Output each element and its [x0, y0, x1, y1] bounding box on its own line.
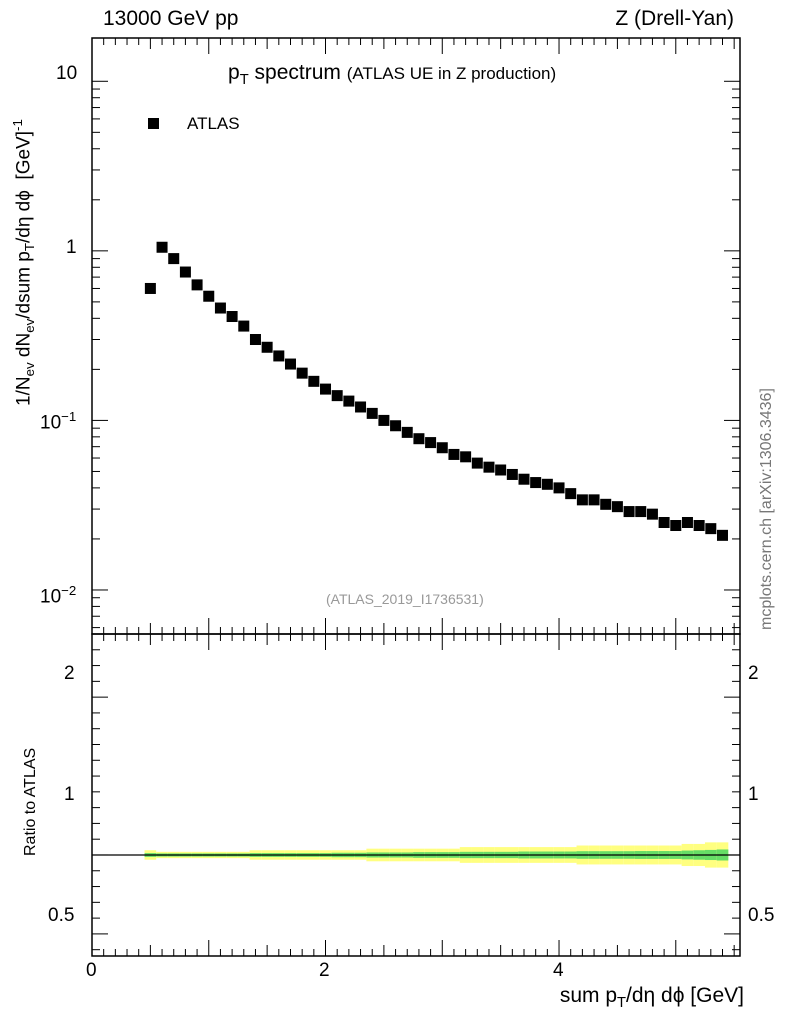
data-point: [518, 473, 530, 485]
data-point: [156, 241, 168, 253]
data-point: [284, 358, 296, 370]
data-point: [530, 477, 542, 489]
ratio-axis-ticks: [91, 634, 740, 956]
data-point: [565, 488, 577, 500]
data-markers: [144, 241, 728, 541]
x-axis-label: sum pT/dη dϕ [GeV]: [559, 984, 744, 1012]
xtick-label-4: 4: [553, 960, 564, 981]
data-point: [588, 494, 600, 506]
data-point: [378, 414, 390, 426]
data-point: [600, 498, 612, 510]
ytick-label-0p01: 10−2: [40, 583, 77, 608]
ratio-ytick-1-right: 1: [748, 784, 759, 805]
data-point: [308, 375, 320, 387]
data-point: [320, 383, 332, 395]
data-point: [191, 279, 203, 291]
ratio-ytick-1-left: 1: [64, 784, 75, 805]
data-point: [541, 478, 553, 490]
data-point: [611, 501, 623, 513]
analysis-tag: (ATLAS_2019_I1736531): [326, 591, 484, 607]
data-point: [261, 341, 273, 353]
y-axis-label: 1/Nev dNev/dsum pT/dη dϕ [GeV]-1: [10, 119, 38, 406]
legend-label: ATLAS: [187, 114, 240, 133]
data-point: [214, 302, 226, 314]
ytick-label-0p1: 10−1: [40, 409, 77, 434]
header-right: Z (Drell-Yan): [615, 7, 734, 30]
data-point: [355, 401, 367, 413]
data-point: [203, 290, 215, 302]
data-point: [179, 266, 191, 278]
data-point: [249, 334, 261, 346]
ratio-ytick-2-right: 2: [748, 663, 759, 684]
ytick-label-1: 1: [66, 237, 77, 258]
data-point: [681, 516, 693, 528]
data-point: [495, 464, 507, 476]
data-point: [658, 516, 670, 528]
data-point: [144, 282, 156, 294]
title-pt-symbol: pT: [228, 61, 249, 89]
data-point: [483, 461, 495, 473]
ratio-ytick-0p5-right: 0.5: [748, 905, 775, 926]
data-point: [436, 442, 448, 454]
data-point: [273, 350, 285, 362]
legend-marker: [148, 118, 159, 129]
data-point: [331, 390, 343, 402]
data-point: [448, 448, 460, 460]
header-left: 13000 GeV pp: [103, 7, 239, 30]
title-sub: (ATLAS UE in Z production): [346, 64, 557, 83]
data-point: [366, 407, 378, 419]
data-point: [716, 529, 728, 541]
xtick-label-2: 2: [319, 960, 330, 981]
ratio-ytick-2-left: 2: [64, 663, 75, 684]
data-point: [401, 426, 413, 438]
data-point: [390, 420, 402, 432]
data-point: [693, 520, 705, 532]
data-point: [576, 494, 588, 506]
data-point: [343, 395, 355, 407]
ratio-panel-frame: [91, 633, 741, 957]
data-point: [168, 253, 180, 265]
title-main: spectrum: [254, 61, 341, 84]
xtick-label-0: 0: [86, 960, 97, 981]
main-title: pT spectrum (ATLAS UE in Z production): [228, 61, 556, 88]
data-point: [670, 520, 682, 532]
data-point: [506, 468, 518, 480]
data-point: [425, 437, 437, 449]
data-point: [296, 367, 308, 379]
side-credit: mcplots.cern.ch [arXiv:1306.3436]: [758, 388, 775, 630]
data-point: [460, 451, 472, 463]
data-point: [635, 506, 647, 518]
ratio-ytick-0p5-left: 0.5: [48, 905, 75, 926]
data-point: [413, 433, 425, 445]
main-axis-ticks: [91, 38, 740, 634]
data-point: [553, 482, 565, 494]
data-point: [705, 523, 717, 535]
data-point: [623, 506, 635, 518]
data-point: [471, 457, 483, 469]
data-point: [646, 508, 658, 520]
data-point: [226, 311, 238, 323]
ytick-label-10: 10: [56, 63, 78, 84]
data-point: [238, 320, 250, 332]
ratio-axis-label: Ratio to ATLAS: [22, 747, 39, 856]
